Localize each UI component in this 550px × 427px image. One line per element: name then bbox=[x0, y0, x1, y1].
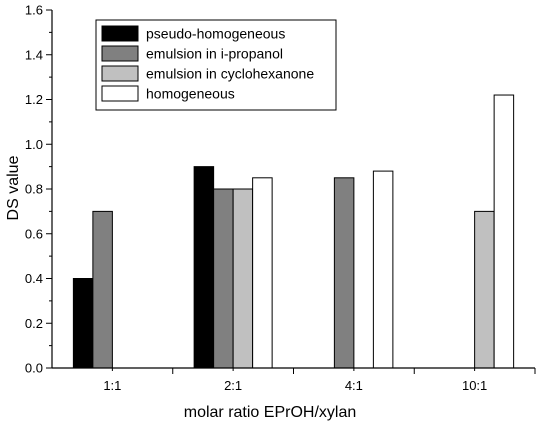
legend-label: emulsion in cyclohexanone bbox=[146, 66, 314, 82]
x-tick-label: 2:1 bbox=[224, 378, 242, 393]
y-tick-label: 0.4 bbox=[25, 271, 43, 286]
y-tick-label: 1.2 bbox=[25, 92, 43, 107]
bar-homogeneous-4-1 bbox=[372, 170, 394, 369]
y-tick-label: 0.2 bbox=[25, 316, 43, 331]
bar-pseudo-homogeneous-1-1 bbox=[72, 278, 94, 369]
y-tick-label: 1.4 bbox=[25, 47, 43, 62]
legend-swatch bbox=[101, 65, 139, 82]
y-axis-title: DS value bbox=[5, 155, 22, 220]
bar-emulsion-in-i-propanol-2-1 bbox=[213, 188, 234, 369]
bar-homogeneous-2-1 bbox=[252, 177, 273, 369]
y-tick-label: 0.0 bbox=[25, 361, 43, 376]
legend: pseudo-homogeneous emulsion in i-propanol… bbox=[95, 19, 337, 111]
y-tick-label: 1.0 bbox=[25, 137, 43, 152]
x-tick-label: 4:1 bbox=[345, 378, 363, 393]
y-tick-label: 0.8 bbox=[25, 182, 43, 197]
x-tick-label: 10:1 bbox=[462, 378, 487, 393]
legend-label: emulsion in i-propanol bbox=[146, 46, 283, 62]
bar-emulsion-in-cyclohexanone-2-1 bbox=[232, 188, 254, 369]
bar-emulsion-in-i-propanol-4-1 bbox=[333, 177, 355, 369]
legend-swatch bbox=[101, 25, 139, 42]
y-tick-label: 0.6 bbox=[25, 226, 43, 241]
bar-emulsion-in-i-propanol-1-1 bbox=[92, 210, 113, 369]
x-axis-title: molar ratio EPrOH/xylan bbox=[184, 404, 357, 421]
y-tick-label: 1.6 bbox=[25, 3, 43, 18]
bar-pseudo-homogeneous-2-1 bbox=[193, 166, 215, 369]
legend-label: pseudo-homogeneous bbox=[146, 26, 285, 42]
bars-layer bbox=[72, 94, 515, 369]
bar-emulsion-in-cyclohexanone-10-1 bbox=[474, 210, 495, 369]
legend-label: homogeneous bbox=[146, 86, 235, 102]
legend-swatch bbox=[101, 45, 139, 62]
x-tick-label: 1:1 bbox=[103, 378, 121, 393]
bar-homogeneous-10-1 bbox=[493, 94, 515, 369]
legend-swatch bbox=[101, 85, 139, 102]
axes-layer: 0.0 0.2 0.4 0.6 0.8 1.0 1.2 1.4 1.6 1:1 2:1 4:1 10:1 bbox=[25, 3, 536, 393]
